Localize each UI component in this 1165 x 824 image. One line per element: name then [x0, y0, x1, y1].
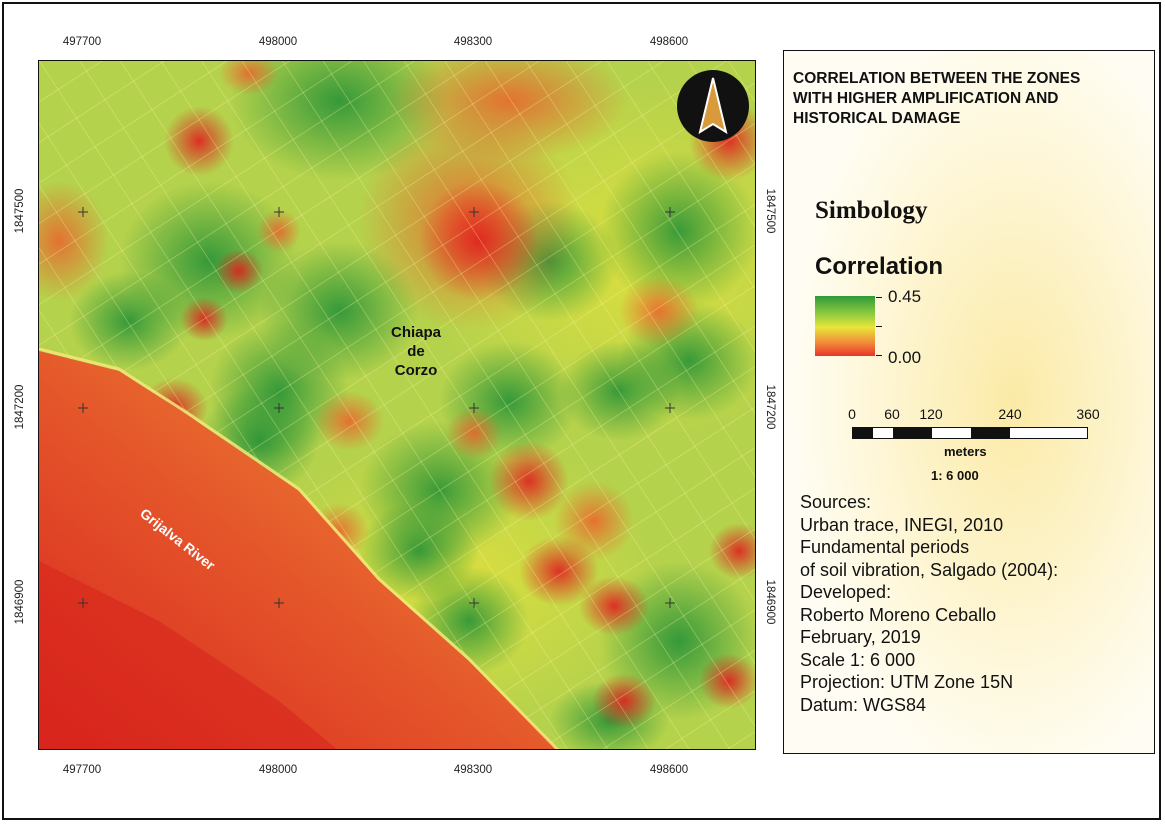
sources-line: Roberto Moreno Ceballo — [800, 604, 997, 625]
color-ramp — [815, 296, 875, 356]
x-tick-bottom: 498000 — [258, 764, 298, 776]
sources-line: Urban trace, INEGI, 2010 — [800, 514, 1004, 535]
x-tick-top: 498000 — [258, 36, 298, 48]
ramp-tick — [876, 355, 882, 356]
ramp-min-label: 0.00 — [888, 348, 922, 367]
scale-bar — [852, 427, 1088, 439]
x-tick-top: 498300 — [453, 36, 493, 48]
sources-line: February, 2019 — [800, 627, 921, 647]
north-arrow-icon — [677, 70, 749, 142]
x-tick-top: 498600 — [649, 36, 689, 48]
scale-label: 120 — [919, 406, 943, 422]
correlation-heading: Correlation — [815, 253, 944, 280]
sources-line: Fundamental periods — [800, 537, 970, 557]
sources-text: Sources: Urban trace, INEGI, 2010 Fundam… — [800, 491, 1058, 716]
sources-line: Scale 1: 6 000 — [800, 649, 916, 670]
legend-title: CORRELATION BETWEEN THE ZONES WITH HIGHE… — [793, 70, 1081, 127]
x-tick-bottom: 498300 — [453, 764, 493, 776]
scale-label: 360 — [1076, 406, 1100, 422]
y-tick-left: 1846900 — [14, 579, 26, 625]
y-tick-right: 1847200 — [764, 384, 776, 430]
sources-line: Projection: UTM Zone 15N — [800, 672, 1014, 692]
sources-line: Developed: — [800, 582, 892, 602]
y-tick-left: 1847200 — [14, 384, 26, 430]
sources-line: Sources: — [800, 492, 872, 512]
ramp-tick — [876, 326, 882, 327]
correlation-map — [39, 61, 755, 749]
scale-label: 0 — [848, 406, 856, 422]
scale-ratio: 1: 6 000 — [931, 468, 979, 483]
sources-line: Datum: WGS84 — [800, 694, 927, 715]
scale-label: 60 — [884, 406, 900, 422]
scale-label: 240 — [998, 406, 1022, 422]
y-tick-right: 1846900 — [764, 579, 776, 625]
ramp-tick — [876, 297, 882, 298]
place-label: Chiapa de Corzo — [390, 324, 441, 379]
scale-units: meters — [944, 444, 987, 459]
ramp-max-label: 0.45 — [888, 287, 922, 306]
grid-crosses — [78, 207, 675, 608]
sources-line: of soil vibration, Salgado (2004): — [800, 559, 1059, 580]
x-tick-top: 497700 — [62, 36, 102, 48]
legend-panel: CORRELATION BETWEEN THE ZONES WITH HIGHE… — [783, 50, 1155, 754]
x-tick-bottom: 498600 — [649, 764, 689, 776]
x-tick-bottom: 497700 — [62, 764, 102, 776]
map-area[interactable]: Chiapa de Corzo Grijalva River — [38, 60, 756, 750]
y-tick-left: 1847500 — [14, 188, 26, 234]
symbology-heading: Simbology — [815, 197, 928, 224]
y-tick-right: 1847500 — [764, 188, 776, 234]
